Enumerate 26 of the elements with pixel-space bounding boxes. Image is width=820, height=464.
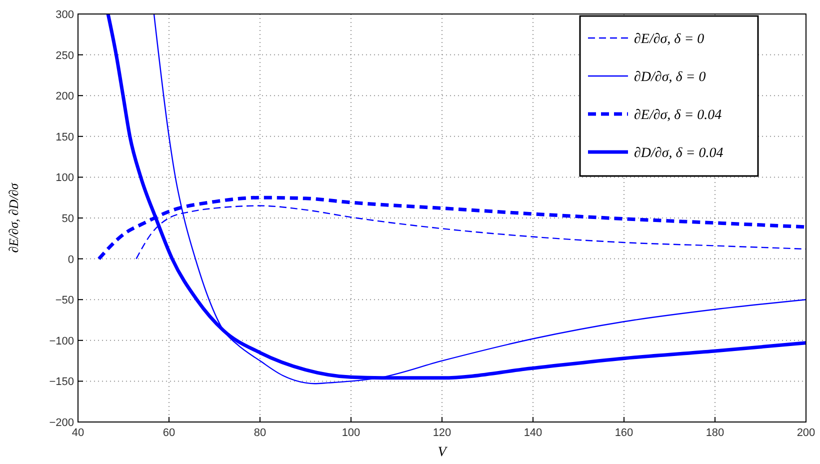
x-tick-label: 60	[162, 427, 176, 439]
legend-label: ∂D/∂σ, δ = 0	[634, 70, 706, 85]
y-tick-label: 100	[56, 172, 74, 184]
x-tick-label: 80	[254, 427, 266, 439]
y-tick-label: 0	[68, 254, 74, 266]
legend-label: ∂D/∂σ, δ = 0.04	[634, 146, 724, 161]
legend-label: ∂E/∂σ, δ = 0	[634, 32, 704, 47]
y-tick-label: 150	[56, 131, 74, 144]
legend-label: ∂E/∂σ, δ = 0.04	[634, 108, 722, 123]
y-tick-label: 300	[56, 9, 74, 21]
y-tick-label: −200	[49, 417, 74, 429]
y-axis-title: ∂E/∂σ, ∂D/∂σ	[6, 182, 21, 253]
x-tick-label: 200	[796, 427, 816, 439]
y-tick-label: −50	[55, 294, 74, 307]
x-tick-label: 100	[342, 427, 360, 439]
x-tick-label: 140	[524, 427, 542, 439]
x-tick-label: 180	[706, 427, 724, 439]
x-axis-title: V	[438, 445, 448, 460]
x-tick-label: 40	[72, 427, 84, 439]
x-tick-label: 120	[432, 427, 452, 439]
x-tick-label: 160	[614, 427, 634, 439]
y-tick-label: 50	[62, 213, 74, 225]
y-tick-label: −100	[49, 335, 74, 348]
y-tick-label: −150	[49, 376, 74, 388]
y-tick-label: 250	[56, 50, 74, 62]
y-tick-label: 200	[56, 90, 74, 103]
